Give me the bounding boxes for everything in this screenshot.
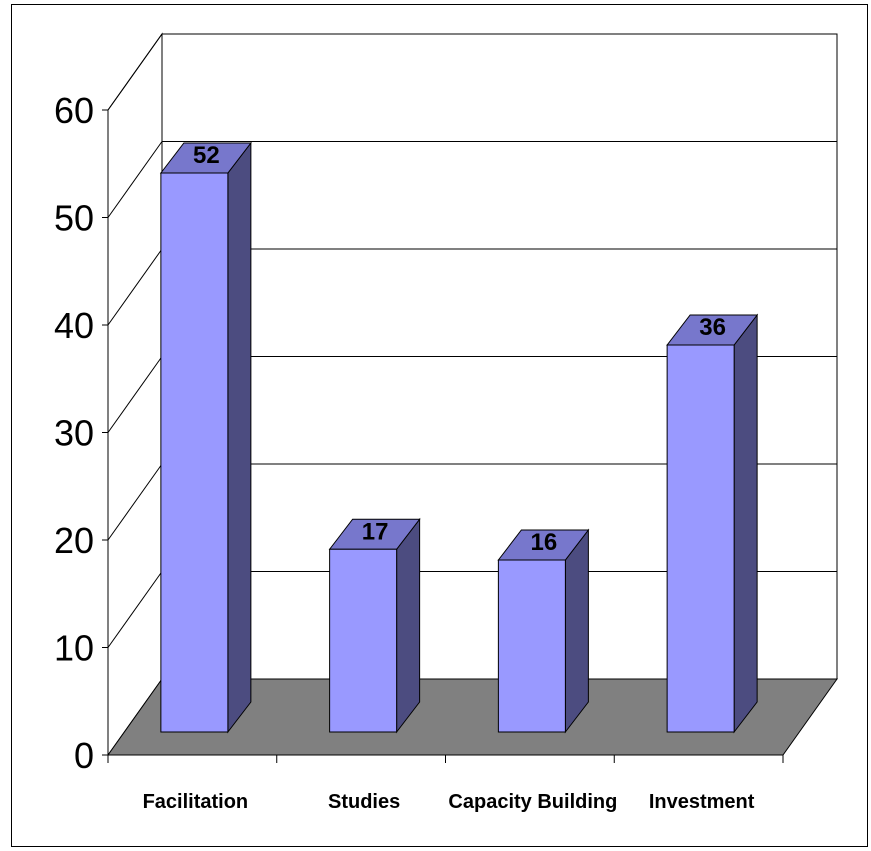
x-tick-label: Facilitation bbox=[143, 791, 249, 813]
gridline-side-20 bbox=[107, 463, 163, 541]
x-tick-label: Investment bbox=[649, 791, 755, 813]
bar-studies bbox=[328, 517, 421, 734]
bar-front bbox=[160, 172, 229, 733]
y-tick-labels: 0 10 20 30 40 50 60 bbox=[54, 90, 94, 776]
bar-capacity-building bbox=[497, 528, 590, 734]
bar-front bbox=[329, 548, 398, 733]
bar-front bbox=[666, 344, 735, 733]
bar-investment bbox=[666, 313, 759, 734]
axes bbox=[102, 109, 784, 763]
gridline-side-50 bbox=[107, 141, 163, 218]
bar-facilitation bbox=[159, 141, 252, 734]
y-tick-label: 10 bbox=[54, 628, 94, 669]
bars bbox=[159, 141, 759, 734]
y-tick-label: 40 bbox=[54, 305, 94, 346]
y-tick-label: 50 bbox=[54, 198, 94, 239]
y-tick-label: 0 bbox=[74, 735, 94, 776]
bar-side bbox=[396, 517, 421, 734]
gridline-side-10 bbox=[107, 571, 163, 648]
bar-side bbox=[564, 528, 589, 734]
gridline-side-60 bbox=[107, 33, 163, 111]
x-tick-labels: Facilitation Studies Capacity Building Inve… bbox=[143, 791, 755, 813]
data-label: 52 bbox=[193, 142, 220, 169]
data-label: 16 bbox=[531, 529, 558, 556]
y-tick-label: 60 bbox=[54, 90, 94, 131]
y-tick-label: 30 bbox=[54, 413, 94, 454]
y-tick-label: 20 bbox=[54, 520, 94, 561]
bar-side bbox=[227, 141, 252, 734]
gridline-side-30 bbox=[107, 356, 163, 433]
bar-side bbox=[733, 313, 758, 734]
x-tick-label: Capacity Building bbox=[448, 791, 617, 813]
x-tick-label: Studies bbox=[328, 791, 400, 813]
data-label: 36 bbox=[699, 314, 726, 341]
data-labels: 52 17 16 36 bbox=[193, 142, 726, 556]
bar-front bbox=[497, 559, 566, 733]
gridline-side-40 bbox=[107, 248, 163, 326]
data-label: 17 bbox=[362, 518, 389, 545]
